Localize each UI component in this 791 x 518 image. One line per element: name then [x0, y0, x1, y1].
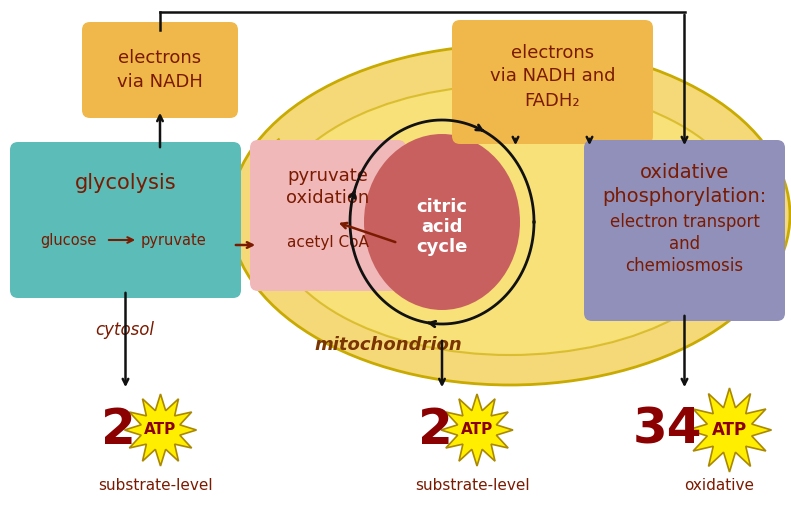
Text: chemiosmosis: chemiosmosis — [626, 257, 744, 275]
FancyBboxPatch shape — [10, 142, 241, 298]
Ellipse shape — [230, 45, 790, 385]
Text: ATP: ATP — [145, 423, 176, 438]
Polygon shape — [124, 394, 196, 466]
Text: cytosol: cytosol — [96, 321, 154, 339]
Text: substrate-level: substrate-level — [98, 479, 213, 494]
Text: glycolysis: glycolysis — [74, 173, 176, 193]
Text: and: and — [669, 235, 700, 253]
Text: pyruvate: pyruvate — [288, 167, 369, 185]
Text: mitochondrion: mitochondrion — [314, 336, 462, 354]
Text: acid: acid — [422, 218, 463, 236]
FancyBboxPatch shape — [452, 20, 653, 144]
Text: oxidative: oxidative — [640, 164, 729, 182]
Text: electron transport: electron transport — [610, 213, 759, 231]
Text: substrate-level: substrate-level — [414, 479, 529, 494]
Text: glucose: glucose — [40, 233, 97, 248]
Ellipse shape — [270, 85, 750, 355]
Text: electrons: electrons — [511, 44, 594, 62]
Text: pyruvate: pyruvate — [141, 233, 206, 248]
Text: oxidative: oxidative — [684, 479, 755, 494]
Polygon shape — [687, 388, 771, 472]
Text: oxidation: oxidation — [286, 189, 369, 207]
Text: 34: 34 — [633, 406, 702, 454]
FancyBboxPatch shape — [82, 22, 238, 118]
Text: 2: 2 — [418, 406, 452, 454]
FancyBboxPatch shape — [250, 140, 406, 291]
Ellipse shape — [364, 134, 520, 310]
Text: ATP: ATP — [461, 423, 493, 438]
Text: via NADH and: via NADH and — [490, 67, 615, 85]
Text: phosphorylation:: phosphorylation: — [603, 186, 766, 206]
Text: FADH₂: FADH₂ — [524, 92, 581, 110]
Text: citric: citric — [417, 198, 467, 216]
Text: acetyl CoA: acetyl CoA — [287, 236, 369, 251]
Text: cycle: cycle — [416, 238, 467, 256]
Polygon shape — [441, 394, 513, 466]
Text: ATP: ATP — [712, 421, 747, 439]
Text: via NADH: via NADH — [117, 73, 203, 91]
FancyBboxPatch shape — [584, 140, 785, 321]
Text: electrons: electrons — [119, 49, 202, 67]
Text: 2: 2 — [101, 406, 136, 454]
